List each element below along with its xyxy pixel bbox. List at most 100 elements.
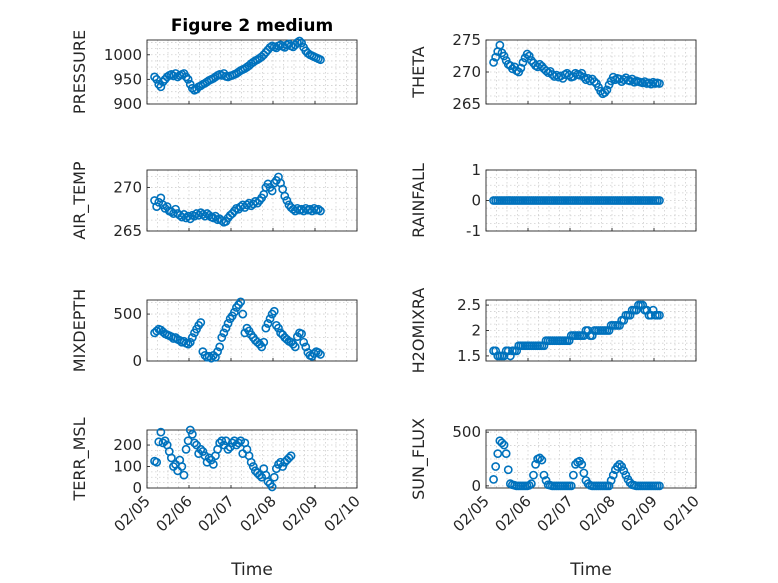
y-tick-label: 265 — [452, 95, 481, 113]
data-point — [522, 49, 532, 59]
y-axis-label: H2OMIXRA — [409, 288, 428, 374]
data-point — [297, 329, 306, 339]
data-point — [152, 326, 162, 336]
y-axis-label: SUN_FLUX — [409, 418, 429, 500]
data-point — [227, 438, 237, 448]
x-tick-label: 02/06 — [153, 492, 196, 535]
data-point — [625, 310, 635, 320]
x-tick-label: 02/10 — [321, 492, 364, 535]
data-point — [497, 438, 507, 448]
data-point — [625, 76, 635, 86]
data-point — [208, 459, 218, 469]
data-point — [638, 300, 648, 310]
subplot-rainfall: -1 0 1 RAINFALL — [409, 161, 697, 240]
data-point — [615, 321, 624, 330]
data-point — [299, 337, 309, 347]
x-tick-label: 02/09 — [279, 492, 322, 535]
data-point — [282, 196, 292, 205]
x-tick-label: 02/07 — [534, 492, 577, 535]
data-point — [238, 309, 248, 319]
data-point — [589, 77, 599, 86]
y-tick-label: 270 — [113, 178, 142, 196]
data-point — [537, 455, 547, 465]
data-point — [236, 436, 246, 446]
data-point — [564, 336, 574, 346]
data-point — [503, 346, 513, 356]
data-point — [181, 72, 191, 82]
y-axis-label: MIXDEPTH — [70, 289, 89, 372]
data-point — [185, 337, 195, 347]
data-point — [290, 342, 300, 352]
data-point — [257, 472, 267, 482]
data-point — [257, 342, 267, 352]
data-point — [204, 351, 214, 361]
data-point — [539, 470, 549, 480]
data-point — [269, 472, 279, 482]
data-point — [613, 462, 622, 471]
data-point — [278, 462, 288, 471]
data-point — [495, 40, 505, 50]
y-axis-label: AIR_TEMP — [70, 161, 90, 239]
y-axis-label: PRESSURE — [70, 30, 89, 114]
data-point — [274, 323, 283, 333]
data-point — [491, 462, 501, 471]
data-point — [267, 482, 277, 492]
data-point — [529, 470, 538, 480]
data-point — [541, 66, 551, 76]
data-point — [313, 204, 323, 214]
data-point — [187, 429, 197, 439]
data-point — [512, 346, 522, 356]
data-point — [242, 200, 252, 210]
data-point — [499, 51, 509, 61]
data-point — [265, 314, 275, 324]
data-point — [169, 71, 178, 81]
data-point — [269, 306, 279, 316]
x-tick-label: 02/06 — [492, 492, 535, 535]
data-point — [196, 318, 206, 327]
y-tick-label: 0 — [471, 192, 481, 210]
data-point — [177, 462, 187, 471]
data-point — [259, 337, 269, 347]
subplot-mixdepth: 0 500 MIXDEPTH — [70, 289, 358, 372]
y-axis-label: THETA — [409, 46, 428, 98]
data-point — [535, 453, 545, 463]
data-point — [309, 349, 319, 358]
data-point — [215, 342, 225, 352]
data-point — [297, 204, 306, 214]
data-point — [621, 470, 631, 480]
data-point — [267, 186, 277, 196]
data-point — [261, 323, 271, 333]
data-point — [288, 204, 298, 214]
data-point — [248, 462, 258, 471]
data-point — [655, 481, 664, 491]
data-point — [179, 470, 189, 480]
data-point — [219, 328, 229, 338]
data-point — [234, 438, 243, 448]
y-tick-label: 2 — [471, 322, 481, 340]
axes-box — [146, 169, 358, 232]
data-point — [255, 470, 264, 480]
data-point — [236, 297, 246, 307]
data-point — [617, 462, 627, 471]
data-point — [158, 77, 168, 87]
data-point — [316, 55, 325, 65]
x-tick-label: 02/05 — [111, 492, 154, 535]
data-point — [211, 352, 220, 362]
y-tick-label: 100 — [113, 458, 142, 476]
data-point — [313, 348, 323, 357]
data-point — [229, 436, 239, 446]
data-point — [192, 209, 201, 218]
data-point — [280, 191, 290, 201]
y-tick-label: 270 — [452, 63, 481, 81]
data-point — [246, 457, 256, 467]
data-point — [301, 342, 311, 352]
data-point — [223, 319, 233, 328]
x-tick-label: 02/05 — [450, 492, 493, 535]
data-point — [198, 210, 208, 219]
y-tick-label: 275 — [452, 31, 481, 49]
subplot-terr_msl: 0 100 200 TERR_MSL 02/0502/0602/0702/0802/09… — [70, 417, 364, 580]
y-tick-label: 265 — [113, 222, 142, 240]
y-axis-label: TERR_MSL — [70, 417, 90, 501]
data-point — [524, 480, 534, 490]
data-point — [493, 449, 503, 459]
